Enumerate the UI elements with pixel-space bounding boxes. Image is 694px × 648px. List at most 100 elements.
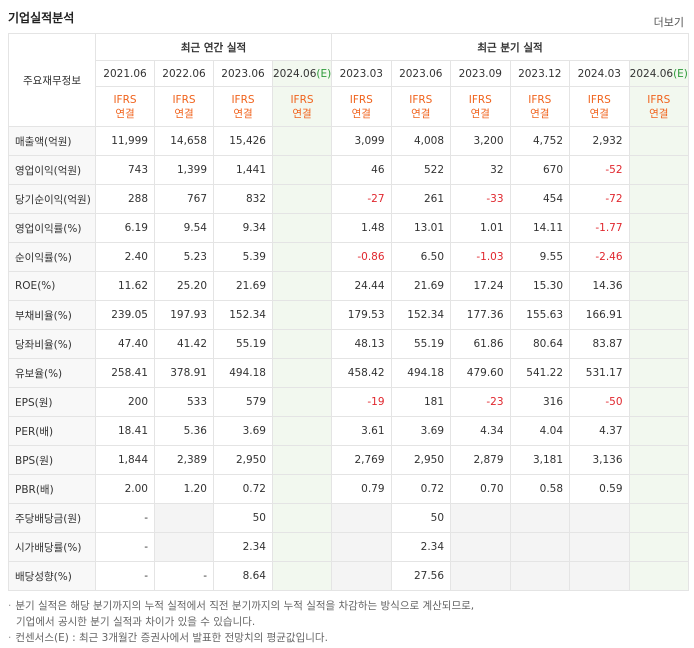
date: 2023.06 xyxy=(399,67,443,80)
value-cell: 2,932 xyxy=(569,126,630,156)
empty-cell xyxy=(628,184,690,214)
value-cell: 4,008 xyxy=(390,126,452,156)
row-label: 순이익률(%) xyxy=(8,242,96,272)
column-date: 2023.06 xyxy=(213,60,273,87)
empty-cell xyxy=(509,532,571,562)
value-cell: -52 xyxy=(569,155,630,185)
column-standard: IFRS 연결 xyxy=(95,86,155,127)
estimate-mark: (E) xyxy=(316,67,332,80)
value-cell: 32 xyxy=(450,155,511,185)
value-cell: 200 xyxy=(95,387,155,417)
empty-cell xyxy=(628,213,690,243)
value-cell: 531.17 xyxy=(569,358,630,388)
date: 2023.09 xyxy=(458,67,502,80)
empty-cell xyxy=(271,474,333,504)
empty-cell xyxy=(271,126,333,156)
basis: 연결 xyxy=(470,107,490,120)
value-cell: 9.54 xyxy=(154,213,214,243)
basis: 연결 xyxy=(411,107,431,120)
group-header: 최근 분기 실적 xyxy=(331,33,690,61)
empty-cell xyxy=(331,532,392,562)
value-cell: -50 xyxy=(569,387,630,417)
value-cell: - xyxy=(95,561,155,591)
empty-cell xyxy=(271,242,333,272)
value-cell: 177.36 xyxy=(450,300,511,330)
value-cell: 9.55 xyxy=(509,242,571,272)
date: 2023.06 xyxy=(221,67,265,80)
data-row: 시가배당률(%) - 2.34 2.34 xyxy=(8,532,690,562)
row-label: PER(배) xyxy=(8,416,96,446)
basis: 연결 xyxy=(351,107,371,120)
value-cell: 1,844 xyxy=(95,445,155,475)
value-cell: 14.11 xyxy=(509,213,571,243)
data-row: 부채비율(%) 239.05 197.93 152.34 179.53 152.34 177… xyxy=(8,300,690,330)
value-cell: -19 xyxy=(331,387,392,417)
column-date: 2024.06(E) xyxy=(271,60,333,87)
value-cell: 458.42 xyxy=(331,358,392,388)
value-cell: 5.36 xyxy=(154,416,214,446)
value-cell: 3.61 xyxy=(331,416,392,446)
empty-cell xyxy=(271,300,333,330)
value-cell: 5.39 xyxy=(213,242,273,272)
value-cell: 48.13 xyxy=(331,329,392,359)
value-cell: 83.87 xyxy=(569,329,630,359)
notes: · 분기 실적은 해당 분기까지의 누적 실적에서 직전 분기까지의 누적 실적을… xyxy=(8,598,474,646)
row-label: 당기순이익(억원) xyxy=(8,184,96,214)
value-cell: -0.86 xyxy=(331,242,392,272)
value-cell: 152.34 xyxy=(390,300,452,330)
empty-cell xyxy=(628,445,690,475)
value-cell: 15.30 xyxy=(509,271,571,301)
standard: IFRS xyxy=(113,93,137,106)
empty-cell xyxy=(509,561,571,591)
value-cell: - xyxy=(154,561,214,591)
value-cell: 1.20 xyxy=(154,474,214,504)
empty-cell xyxy=(271,445,333,475)
value-cell: 288 xyxy=(95,184,155,214)
column-date: 2022.06 xyxy=(154,60,214,87)
column-standard: IFRS 연결 xyxy=(628,86,690,127)
standard: IFRS xyxy=(587,93,611,106)
data-row: 순이익률(%) 2.40 5.23 5.39 -0.86 6.50 -1.03 9.55 -2.… xyxy=(8,242,690,272)
value-cell: 166.91 xyxy=(569,300,630,330)
standard: IFRS xyxy=(349,93,373,106)
value-cell: 13.01 xyxy=(390,213,452,243)
value-cell: 14.36 xyxy=(569,271,630,301)
value-cell: 0.72 xyxy=(390,474,452,504)
value-cell: 197.93 xyxy=(154,300,214,330)
empty-cell xyxy=(628,126,690,156)
date: 2024.06 xyxy=(629,67,674,80)
value-cell: 1,399 xyxy=(154,155,214,185)
value-cell: 2.34 xyxy=(213,532,273,562)
empty-cell xyxy=(628,271,690,301)
empty-cell xyxy=(569,561,630,591)
value-cell: -72 xyxy=(569,184,630,214)
row-label: 당좌비율(%) xyxy=(8,329,96,359)
data-row: 배당성향(%) - -8.64 27.56 xyxy=(8,561,690,591)
data-row: 유보율(%) 258.41 378.91 494.18 458.42 494.18 479.… xyxy=(8,358,690,388)
column-date: 2023.03 xyxy=(331,60,392,87)
column-standard: IFRS 연결 xyxy=(331,86,392,127)
value-cell: 533 xyxy=(154,387,214,417)
value-cell: 3,099 xyxy=(331,126,392,156)
data-row: 주당배당금(원) - 50 50 xyxy=(8,503,690,533)
more-link[interactable]: 더보기 xyxy=(653,16,684,29)
value-cell: -27 xyxy=(331,184,392,214)
standard: IFRS xyxy=(528,93,552,106)
bullet-icon: · xyxy=(8,632,12,644)
value-cell: 4.37 xyxy=(569,416,630,446)
empty-cell xyxy=(569,503,630,533)
column-standard: IFRS 연결 xyxy=(154,86,214,127)
value-cell: 0.58 xyxy=(509,474,571,504)
value-cell: 3,200 xyxy=(450,126,511,156)
value-cell: 3,181 xyxy=(509,445,571,475)
empty-cell xyxy=(271,155,333,185)
value-cell: 4.34 xyxy=(450,416,511,446)
empty-cell xyxy=(271,184,333,214)
data-row: PBR(배) 2.00 1.20 0.72 0.79 0.72 0.70 0.58 0.59 xyxy=(8,474,690,504)
value-cell: 9.34 xyxy=(213,213,273,243)
value-cell: 25.20 xyxy=(154,271,214,301)
value-cell: -1.77 xyxy=(569,213,630,243)
value-cell: -1.03 xyxy=(450,242,511,272)
value-cell: 0.79 xyxy=(331,474,392,504)
value-cell: 61.86 xyxy=(450,329,511,359)
